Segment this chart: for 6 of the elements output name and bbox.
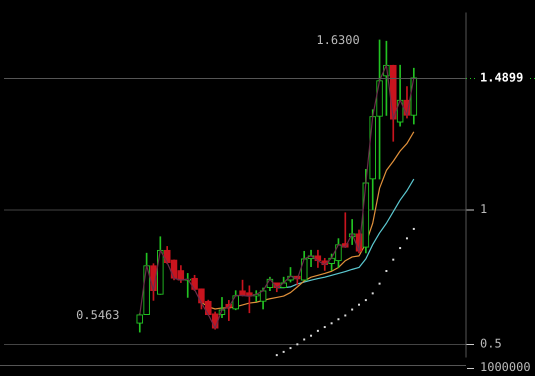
ref-line-label: 1.4899 [480, 70, 524, 85]
annotation: 1.6300 [316, 32, 360, 47]
y-tick-label: 1 [480, 202, 488, 216]
y-tick-label: 0.5 [480, 336, 502, 351]
text: 1000000 [480, 360, 531, 374]
text: 0.5463 [76, 308, 120, 322]
